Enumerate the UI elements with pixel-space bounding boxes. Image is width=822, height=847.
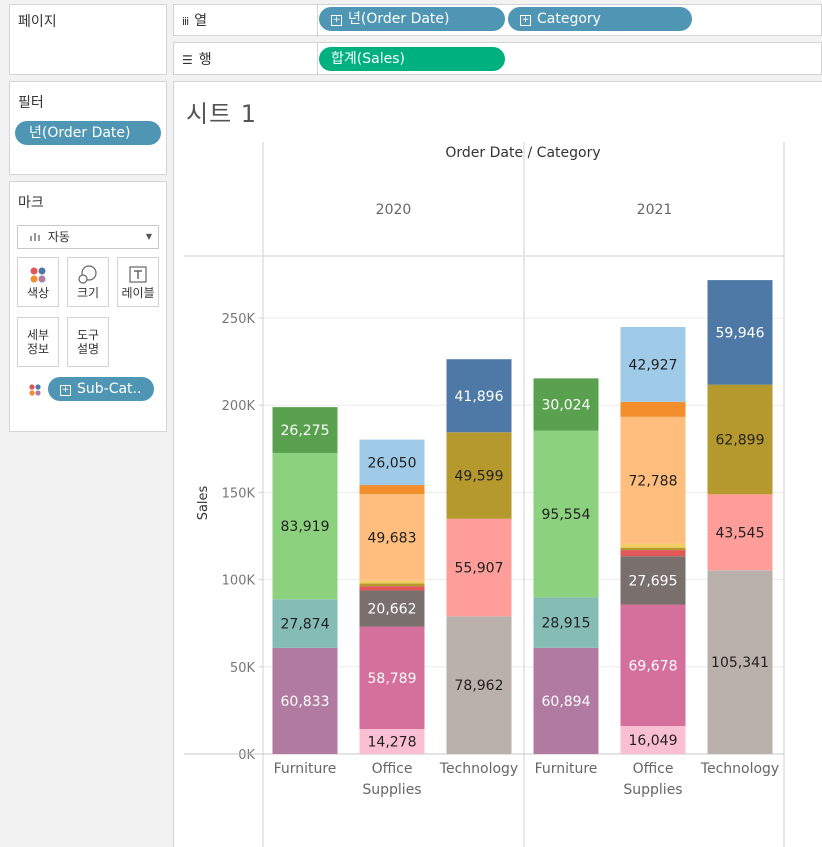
columns-shelf-label: iii 열 — [182, 13, 208, 29]
color-field-pill[interactable]: + Sub-Cat.. — [48, 377, 154, 401]
color-field-icon — [28, 382, 42, 401]
bar-chart-icon — [30, 233, 40, 241]
sheet-view — [173, 81, 822, 847]
pages-panel[interactable]: 페이지 — [9, 4, 167, 75]
label-button[interactable]: 레이블 — [117, 257, 159, 307]
columns-shelf[interactable]: iii 열 + 년(Order Date) + Category — [173, 4, 822, 37]
filter-pill-order-date[interactable]: 년(Order Date) — [15, 121, 161, 145]
marks-panel: 마크 자동 ▼ 색상 크기 레이블 세부 정보 도구 설명 + Sub-C — [9, 181, 167, 432]
shelf-divider — [317, 43, 318, 76]
filters-title: 필터 — [18, 95, 44, 111]
chevron-down-icon: ▼ — [145, 232, 152, 241]
columns-icon: iii — [182, 15, 189, 28]
marks-title: 마크 — [18, 195, 44, 211]
color-button[interactable]: 색상 — [17, 257, 59, 307]
expand-icon: + — [520, 15, 531, 26]
detail-button[interactable]: 세부 정보 — [17, 317, 59, 367]
rows-pill-sales[interactable]: 합계(Sales) — [319, 47, 505, 71]
filters-panel[interactable]: 필터 년(Order Date) — [9, 81, 167, 175]
color-icon — [18, 264, 58, 286]
expand-icon: + — [60, 385, 71, 396]
sheet-title: 시트 1 — [186, 100, 258, 128]
mark-type-dropdown[interactable]: 자동 ▼ — [17, 225, 159, 249]
columns-pill-order-date[interactable]: + 년(Order Date) — [319, 7, 505, 31]
rows-icon: ☰ — [182, 53, 193, 67]
pages-title: 페이지 — [18, 14, 57, 30]
tooltip-button[interactable]: 도구 설명 — [67, 317, 109, 367]
size-icon — [68, 264, 108, 286]
text-label-icon — [118, 264, 158, 286]
mark-type-value: 자동 — [47, 230, 70, 244]
size-button[interactable]: 크기 — [67, 257, 109, 307]
rows-shelf[interactable]: ☰ 행 합계(Sales) — [173, 42, 822, 76]
rows-shelf-label: ☰ 행 — [182, 52, 212, 68]
expand-icon: + — [331, 15, 342, 26]
shelf-divider — [317, 5, 318, 37]
columns-pill-category[interactable]: + Category — [508, 7, 692, 31]
